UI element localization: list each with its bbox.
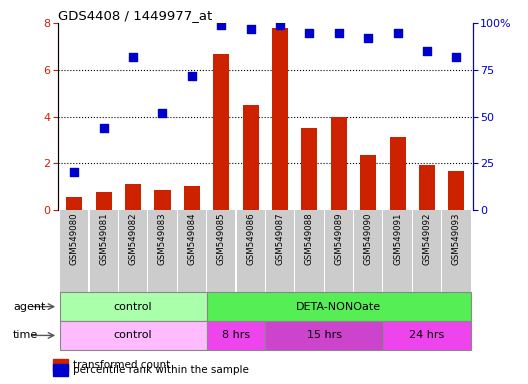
Text: GSM549085: GSM549085	[216, 212, 226, 265]
Bar	[242, 105, 259, 210]
Text: GSM549092: GSM549092	[422, 212, 431, 265]
Bar	[60, 321, 206, 350]
Bar	[360, 155, 376, 210]
Point	[129, 54, 137, 60]
Bar	[266, 210, 294, 292]
Point	[70, 169, 79, 175]
Text: GSM549080: GSM549080	[70, 212, 79, 265]
Text: 24 hrs: 24 hrs	[409, 330, 445, 341]
Text: 8 hrs: 8 hrs	[222, 330, 250, 341]
Text: time: time	[13, 330, 39, 341]
Bar	[213, 54, 229, 210]
Bar	[66, 197, 82, 210]
Text: GSM549089: GSM549089	[334, 212, 343, 265]
Text: GSM549088: GSM549088	[305, 212, 314, 265]
Bar	[265, 321, 383, 350]
Bar	[207, 210, 235, 292]
Text: GSM549086: GSM549086	[246, 212, 255, 265]
Point	[158, 110, 167, 116]
Point	[364, 35, 372, 41]
Bar	[60, 292, 206, 321]
Text: transformed count: transformed count	[73, 360, 170, 370]
Point	[423, 48, 431, 55]
Bar	[96, 192, 112, 210]
Bar	[383, 321, 471, 350]
Text: GSM549082: GSM549082	[128, 212, 137, 265]
Bar	[148, 210, 176, 292]
Bar	[237, 210, 265, 292]
Bar	[272, 28, 288, 210]
Bar	[448, 171, 465, 210]
Bar	[295, 210, 324, 292]
Text: 15 hrs: 15 hrs	[307, 330, 342, 341]
Text: GSM549081: GSM549081	[99, 212, 108, 265]
Text: control: control	[114, 301, 153, 312]
Bar	[442, 210, 470, 292]
Text: GSM549091: GSM549091	[393, 212, 402, 265]
Text: GSM549093: GSM549093	[452, 212, 461, 265]
Text: percentile rank within the sample: percentile rank within the sample	[73, 365, 249, 375]
Point	[335, 30, 343, 36]
Point	[305, 30, 314, 36]
Point	[99, 125, 108, 131]
Text: GDS4408 / 1449977_at: GDS4408 / 1449977_at	[58, 9, 212, 22]
Text: GSM549090: GSM549090	[364, 212, 373, 265]
Point	[247, 26, 255, 32]
Bar	[154, 190, 171, 210]
Bar	[60, 210, 88, 292]
Bar	[206, 321, 265, 350]
Point	[187, 73, 196, 79]
Bar	[119, 210, 147, 292]
Bar	[390, 137, 406, 210]
Bar	[325, 210, 353, 292]
Bar	[206, 292, 471, 321]
Bar	[331, 117, 347, 210]
Point	[217, 22, 225, 28]
Point	[452, 54, 460, 60]
Bar	[90, 210, 118, 292]
Point	[393, 30, 402, 36]
Bar	[383, 210, 412, 292]
Text: agent: agent	[13, 301, 45, 312]
Bar	[354, 210, 382, 292]
Bar	[53, 359, 68, 371]
Bar	[184, 186, 200, 210]
Bar	[125, 184, 141, 210]
Text: control: control	[114, 330, 153, 341]
Bar	[419, 166, 435, 210]
Text: GSM549087: GSM549087	[276, 212, 285, 265]
Text: GSM549084: GSM549084	[187, 212, 196, 265]
Text: DETA-NONOate: DETA-NONOate	[296, 301, 381, 312]
Text: GSM549083: GSM549083	[158, 212, 167, 265]
Bar	[413, 210, 441, 292]
Point	[276, 22, 284, 28]
Bar	[53, 364, 68, 376]
Bar	[301, 128, 317, 210]
Bar	[178, 210, 206, 292]
